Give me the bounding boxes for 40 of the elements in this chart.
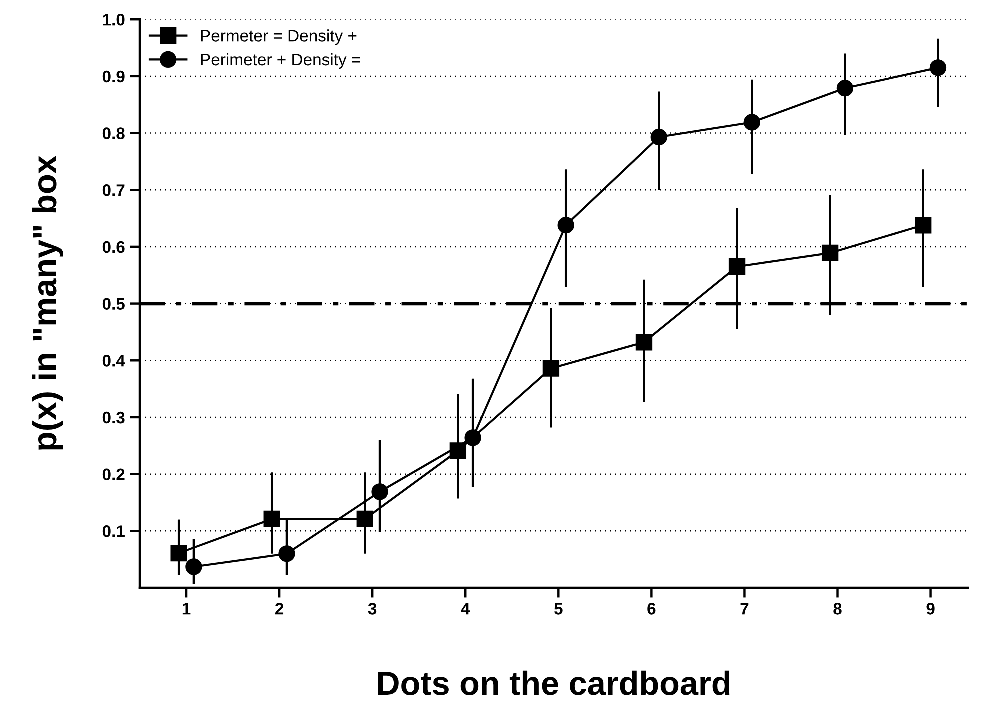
y-tick-label: 0.6 (102, 241, 125, 254)
x-tick-label: 5 (554, 603, 563, 615)
x-tick-label: 4 (461, 603, 470, 615)
x-tick-label: 3 (368, 603, 377, 615)
point (542, 360, 560, 377)
x-tick-label: 9 (926, 603, 935, 615)
legend-label: Permeter = Density + (201, 30, 357, 46)
point (822, 244, 839, 262)
y-tick-label: 0.1 (102, 526, 125, 538)
x-tick-label: 6 (648, 603, 656, 615)
x-tick-label: 8 (834, 603, 842, 615)
x-tick-label: 2 (275, 603, 284, 615)
y-tick-label: 0.9 (102, 70, 125, 83)
x-axis-title: Dots on the cardboard (378, 670, 730, 696)
y-tick-label: 0.8 (102, 128, 125, 140)
point (372, 484, 388, 500)
point (464, 430, 482, 446)
point (636, 334, 653, 351)
y-tick-label: 0.3 (102, 412, 125, 424)
y-tick-label: 0.5 (102, 298, 125, 310)
point (170, 544, 188, 562)
point (915, 217, 932, 234)
point (356, 510, 374, 528)
point (650, 128, 668, 146)
point (278, 546, 296, 562)
point (558, 217, 574, 234)
point (728, 258, 746, 276)
y-tick-label: 0.7 (102, 184, 125, 196)
legend-label: Perimeter + Density = (201, 53, 360, 70)
y-tick-label: 0.2 (102, 468, 125, 481)
point (186, 558, 202, 576)
point (744, 114, 760, 131)
point (264, 510, 280, 528)
y-tick-label: 1.0 (103, 14, 125, 26)
x-tick-label: 7 (740, 603, 749, 615)
x-tick-label: 1 (182, 603, 191, 615)
y-tick-label: 0.4 (102, 355, 126, 367)
point (930, 60, 947, 76)
point (836, 80, 854, 97)
y-axis-title: p(x) in "many" box (32, 156, 64, 450)
